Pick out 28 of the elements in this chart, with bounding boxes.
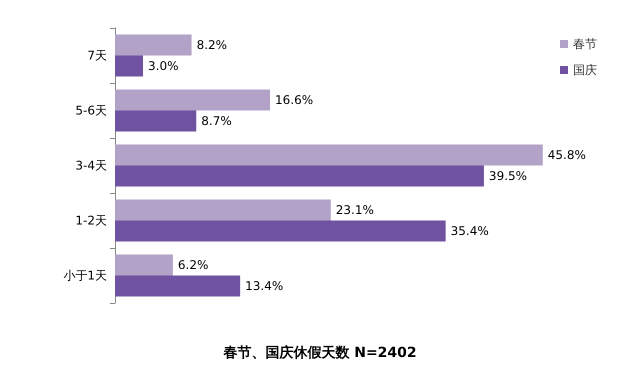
bar	[115, 90, 270, 110]
bar	[115, 144, 543, 166]
data-label: 35.4%	[450, 224, 489, 238]
y-tick-label: 7天	[87, 48, 107, 62]
bar	[115, 254, 173, 276]
legend-label: 春节	[573, 37, 597, 51]
text: 春节、国庆休假天数 N=2402	[222, 344, 417, 361]
data-label: 6.2%	[178, 258, 208, 272]
bar	[115, 110, 196, 132]
bar	[115, 200, 331, 220]
data-label: 13.4%	[245, 279, 284, 293]
y-tick-label: 5-6天	[75, 104, 107, 118]
legend-label: 国庆	[573, 63, 597, 77]
bar	[115, 166, 484, 186]
data-label: 23.1%	[336, 203, 374, 217]
y-tick-label: 3-4天	[75, 158, 107, 172]
data-label: 3.0%	[148, 59, 179, 73]
y-tick-label: 小于1天	[63, 268, 107, 282]
bar	[115, 56, 144, 76]
data-label: 8.7%	[201, 114, 232, 128]
data-label: 8.2%	[196, 38, 228, 52]
bar	[115, 220, 446, 242]
data-label: 39.5%	[488, 169, 528, 183]
bar	[115, 34, 192, 56]
bar	[115, 276, 240, 296]
data-label: 45.8%	[548, 148, 586, 162]
data-label: 16.6%	[275, 93, 314, 107]
y-tick-label: 1-2天	[75, 214, 107, 228]
